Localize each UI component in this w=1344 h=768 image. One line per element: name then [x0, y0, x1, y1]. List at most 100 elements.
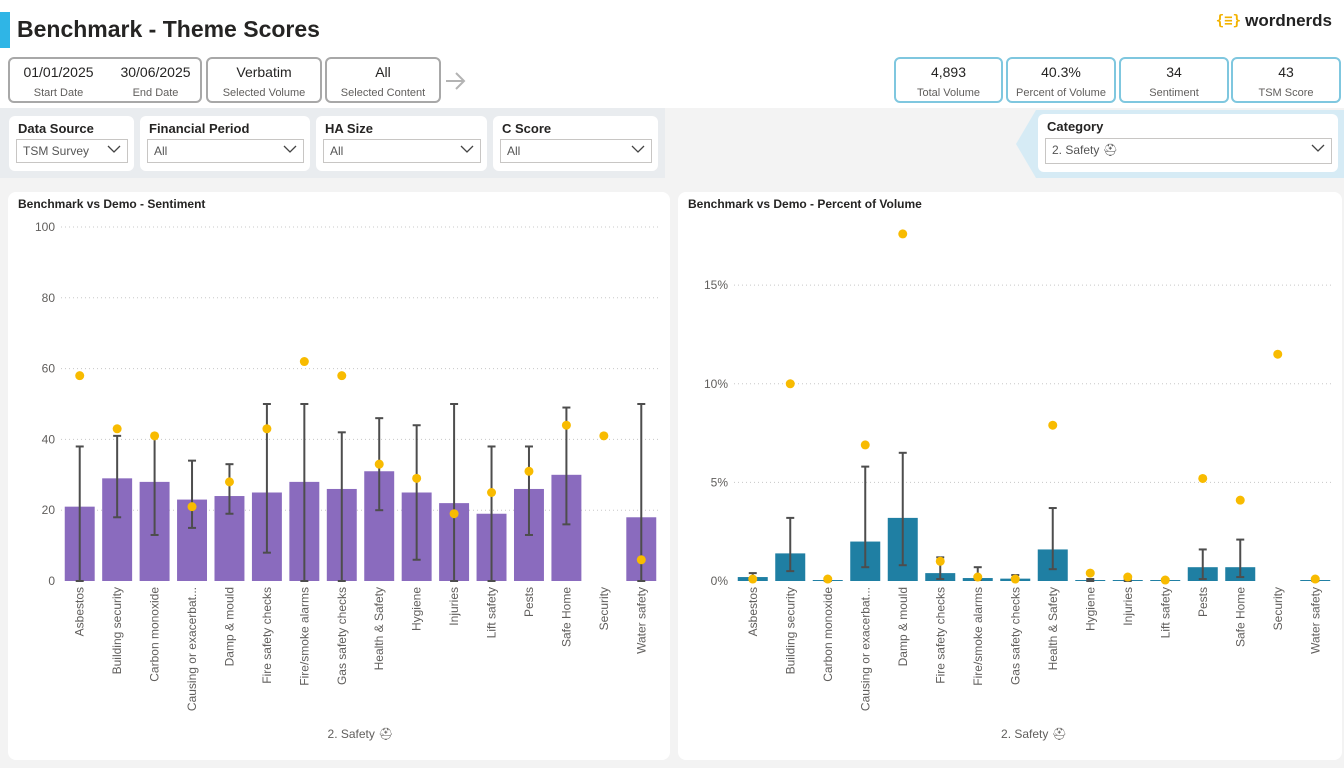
- arrow-right-icon[interactable]: [444, 68, 468, 94]
- x-tick-label: Pests: [522, 587, 536, 617]
- benchmark-dot: [636, 555, 646, 565]
- benchmark-dot: [224, 477, 234, 487]
- y-tick-label: 40: [42, 432, 56, 446]
- kpi-percent-volume: 40.3% Percent of Volume: [1006, 57, 1116, 103]
- x-tick-label: Gas safety checks: [335, 587, 349, 685]
- volume-chart-panel: Benchmark vs Demo - Percent of Volume 0%…: [678, 192, 1342, 760]
- benchmark-dot: [487, 488, 497, 497]
- x-axis-label: 2. Safety ⛑: [1001, 727, 1067, 741]
- benchmark-dot: [299, 357, 309, 367]
- x-tick-label: Hygiene: [410, 587, 424, 631]
- benchmark-dot: [599, 431, 609, 441]
- x-tick-label: Causing or exacerbat...: [858, 587, 872, 711]
- x-tick-label: Asbestos: [746, 587, 760, 636]
- c-score-dropdown[interactable]: All: [500, 139, 652, 163]
- kpi-value: 40.3%: [1041, 64, 1081, 80]
- page-title: Benchmark - Theme Scores: [17, 16, 320, 42]
- x-tick-label: Causing or exacerbat...: [185, 587, 199, 711]
- selected-content-value: All: [375, 64, 391, 80]
- start-date-field[interactable]: 01/01/2025 Start Date: [10, 59, 107, 101]
- sentiment-chart-panel: Benchmark vs Demo - Sentiment 0 20 40 60 80 1…: [8, 192, 670, 760]
- kpi-label: Percent of Volume: [1016, 87, 1106, 99]
- ha-size-dropdown[interactable]: All: [323, 139, 481, 163]
- selected-volume-value: Verbatim: [236, 64, 292, 80]
- x-tick-label: Safe Home: [1233, 587, 1247, 647]
- end-date-label: End Date: [132, 87, 179, 99]
- slicer-ha-size: HA Size All: [316, 116, 487, 171]
- selected-content-card[interactable]: All Selected Content: [325, 57, 441, 103]
- benchmark-dot: [337, 371, 347, 381]
- x-tick-label: Water safety: [1308, 587, 1322, 654]
- benchmark-dot: [1085, 568, 1095, 578]
- x-tick-label: Injuries: [1121, 587, 1135, 626]
- x-tick-label: Health & Safety: [1046, 587, 1060, 670]
- benchmark-dot: [1048, 420, 1058, 430]
- benchmark-dot: [524, 466, 534, 476]
- benchmark-dot: [1123, 572, 1133, 582]
- x-axis-label: 2. Safety ⛑: [328, 727, 394, 741]
- start-date-value: 01/01/2025: [23, 64, 94, 80]
- dropdown-value: All: [507, 144, 521, 158]
- x-tick-label: Lift safety: [485, 587, 499, 638]
- logo-text: wordnerds: [1245, 11, 1332, 30]
- benchmark-dot: [860, 440, 870, 450]
- kpi-sentiment: 34 Sentiment: [1119, 57, 1229, 103]
- chart-title: Benchmark vs Demo - Sentiment: [18, 197, 206, 211]
- slicer-label: Data Source: [18, 121, 94, 136]
- benchmark-dot: [1310, 574, 1320, 584]
- volume-chart: 0% 5% 10% 15% Asbestos Building security Carbo…: [704, 229, 1334, 741]
- y-tick-label: 5%: [711, 475, 729, 489]
- kpi-label: TSM Score: [1258, 87, 1314, 99]
- chevron-down-icon: [460, 145, 474, 153]
- slicer-label: Financial Period: [149, 121, 250, 136]
- benchmark-dot: [748, 574, 758, 584]
- x-tick-label: Carbon monoxide: [821, 587, 835, 682]
- dropdown-value: 2. Safety ⛑: [1052, 143, 1118, 157]
- x-tick-label: Lift safety: [1158, 587, 1172, 638]
- slicer-data-source: Data Source TSM Survey: [9, 116, 134, 171]
- dropdown-value: All: [154, 144, 168, 158]
- y-tick-label: 15%: [704, 278, 728, 292]
- slicer-label: C Score: [502, 121, 552, 136]
- selected-content-label: Selected Content: [340, 87, 426, 99]
- benchmark-dot: [1273, 349, 1283, 359]
- x-tick-label: Water safety: [634, 587, 648, 654]
- header-bar: Benchmark - Theme Scores {≡} wordnerds 0…: [0, 0, 1344, 108]
- y-tick-label: 100: [35, 220, 55, 234]
- kpi-value: 4,893: [930, 64, 967, 80]
- end-date-field[interactable]: 30/06/2025 End Date: [107, 59, 204, 101]
- benchmark-dot: [412, 473, 422, 483]
- benchmark-dot: [1160, 575, 1170, 585]
- start-date-label: Start Date: [33, 87, 84, 99]
- category-dropdown[interactable]: 2. Safety ⛑: [1045, 138, 1332, 164]
- date-range-filter[interactable]: 01/01/2025 Start Date 30/06/2025 End Dat…: [8, 57, 202, 103]
- kpi-label: Total Volume: [917, 87, 980, 99]
- x-tick-label: Fire/smoke alarms: [971, 587, 985, 686]
- benchmark-dot: [1235, 495, 1245, 505]
- x-tick-label: Damp & mould: [222, 587, 236, 666]
- financial-period-dropdown[interactable]: All: [147, 139, 304, 163]
- benchmark-dot: [75, 371, 85, 381]
- y-tick-label: 80: [42, 291, 56, 305]
- kpi-tsm-score: 43 TSM Score: [1231, 57, 1341, 103]
- benchmark-dot: [150, 431, 160, 441]
- benchmark-dot: [187, 502, 197, 512]
- benchmark-dot: [785, 379, 795, 389]
- x-tick-label: Damp & mould: [896, 587, 910, 666]
- x-tick-label: Fire/smoke alarms: [297, 587, 311, 686]
- kpi-label: Sentiment: [1149, 87, 1199, 99]
- x-tick-label: Injuries: [447, 587, 461, 626]
- benchmark-dot: [898, 229, 908, 239]
- selected-volume-label: Selected Volume: [222, 87, 306, 99]
- chevron-down-icon: [1311, 144, 1325, 152]
- selected-volume-card[interactable]: Verbatim Selected Volume: [206, 57, 322, 103]
- chevron-down-icon: [631, 145, 645, 153]
- x-tick-label: Pests: [1196, 587, 1210, 617]
- data-source-dropdown[interactable]: TSM Survey: [16, 139, 128, 163]
- y-tick-label: 0: [48, 574, 55, 588]
- wordnerds-logo: {≡} wordnerds: [1216, 11, 1332, 31]
- benchmark-dot: [935, 556, 945, 566]
- slicer-category: Category 2. Safety ⛑: [1038, 114, 1338, 172]
- x-tick-label: Carbon monoxide: [148, 587, 162, 682]
- sentiment-chart: 0 20 40 60 80 100 Asbestos Building security Car…: [35, 220, 660, 741]
